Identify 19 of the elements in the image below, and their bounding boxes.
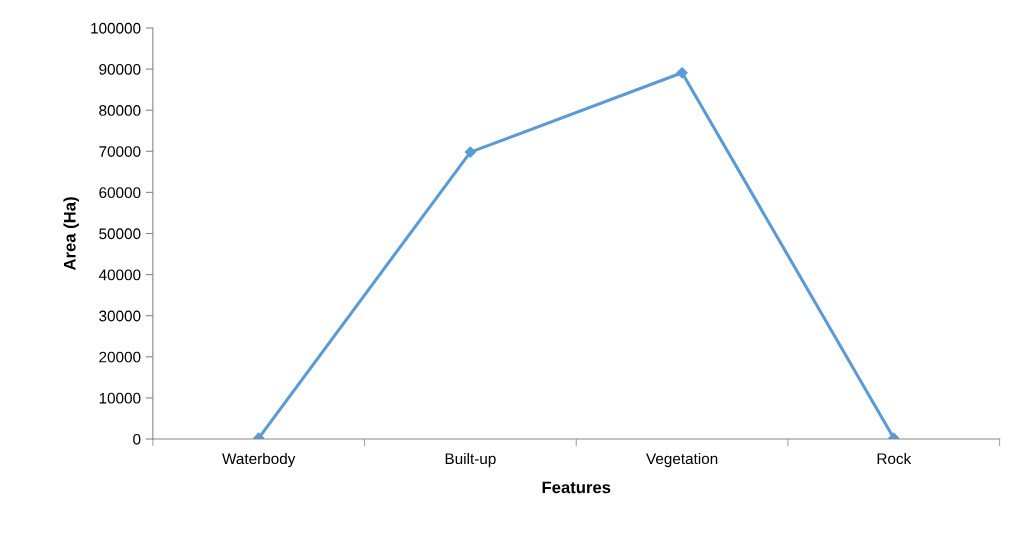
point: [464, 146, 477, 158]
y-tick-label: 20000: [99, 351, 141, 363]
x-tick-label: Built-up: [445, 452, 496, 468]
point: [676, 67, 688, 79]
y-tick-label: 0: [133, 433, 141, 445]
y-tick-label: 10000: [99, 392, 141, 404]
y-tick-label: 40000: [98, 269, 141, 281]
x-tick-label: Waterbody: [222, 452, 296, 468]
y-tick-label: 50000: [99, 228, 141, 240]
x-axis-title: Features: [542, 481, 611, 494]
x-tick-label: Rock: [877, 452, 912, 465]
y-axis-title: Area (Ha): [63, 197, 79, 271]
y-tick-label: 100000: [91, 22, 141, 34]
y-tick-label: 60000: [99, 187, 141, 199]
y-tick-label: 30000: [99, 310, 141, 322]
y-tick-label: 80000: [99, 105, 141, 116]
x-tick-label: Vegetation: [646, 452, 718, 468]
y-tick-label: 90000: [99, 63, 141, 75]
y-tick-label: 70000: [99, 146, 141, 157]
